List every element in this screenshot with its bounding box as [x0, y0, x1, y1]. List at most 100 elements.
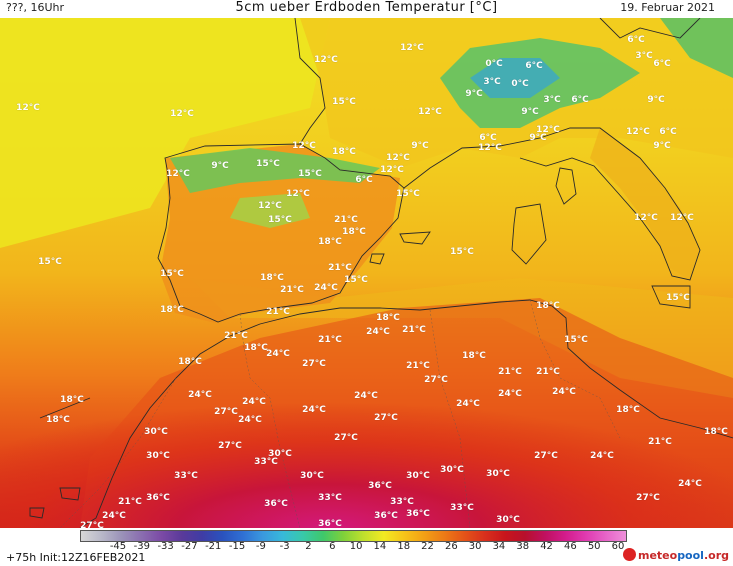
- temperature-label: 30°C: [486, 469, 510, 479]
- temperature-label: 6°C: [525, 61, 543, 71]
- temperature-label: 3°C: [635, 51, 653, 61]
- colorbar-tick-label: 22: [421, 541, 434, 552]
- temperature-label: 33°C: [254, 457, 278, 467]
- colorbar-tick-label: 18: [397, 541, 411, 552]
- temperature-label: 24°C: [314, 283, 338, 293]
- temperature-label: 9°C: [529, 133, 547, 143]
- temperature-label: 0°C: [485, 59, 503, 69]
- temperature-label: 12°C: [634, 213, 658, 223]
- temperature-label: 15°C: [38, 257, 62, 267]
- temperature-label: 33°C: [318, 493, 342, 503]
- temperature-label: 12°C: [258, 201, 282, 211]
- temperature-label: 18°C: [46, 415, 70, 425]
- temperature-label: 27°C: [636, 493, 660, 503]
- temperature-label: 33°C: [174, 471, 198, 481]
- temperature-label: 18°C: [160, 305, 184, 315]
- colorbar-tick-label: 42: [540, 541, 553, 552]
- temperature-label: 18°C: [462, 351, 486, 361]
- temperature-label: 27°C: [374, 413, 398, 423]
- temperature-label: 12°C: [166, 169, 190, 179]
- temperature-label: 24°C: [102, 511, 126, 521]
- meteopool-logo[interactable]: meteopool.org: [622, 548, 729, 562]
- temperature-label: 18°C: [318, 237, 342, 247]
- colorbar-tick-label: 14: [373, 541, 387, 552]
- temperature-label: 15°C: [396, 189, 420, 199]
- temperature-label: 12°C: [626, 127, 650, 137]
- temperature-label: 33°C: [450, 503, 474, 513]
- temperature-label: 33°C: [390, 497, 414, 507]
- colorbar-tick-label: -27: [181, 541, 198, 552]
- temperature-label: 36°C: [374, 511, 398, 521]
- temperature-label: 18°C: [616, 405, 640, 415]
- temperature-label: 12°C: [286, 189, 310, 199]
- temperature-label: 30°C: [496, 515, 520, 525]
- temperature-label: 18°C: [342, 227, 366, 237]
- temperature-label: 24°C: [456, 399, 480, 409]
- temperature-label: 6°C: [479, 133, 497, 143]
- colorbar-tick-label: -9: [255, 541, 266, 552]
- map-title: 5cm ueber Erdboden Temperatur [°C]: [235, 0, 498, 15]
- forecast-day-label: ???, 16Uhr: [6, 1, 65, 14]
- temperature-label: 24°C: [238, 415, 262, 425]
- temperature-label: 21°C: [334, 215, 358, 225]
- temperature-label: 18°C: [60, 395, 84, 405]
- temperature-label: 9°C: [521, 107, 539, 117]
- temperature-label: 21°C: [118, 497, 142, 507]
- colorbar-tick-label: 26: [444, 541, 458, 552]
- temperature-label: 36°C: [318, 519, 342, 528]
- colorbar-tick-label: 34: [492, 541, 506, 552]
- colorbar-tick-label: 50: [587, 541, 601, 552]
- temperature-label: 15°C: [160, 269, 184, 279]
- temperature-label: 36°C: [264, 499, 288, 509]
- temperature-label: 27°C: [334, 433, 358, 443]
- map-background: [0, 18, 733, 528]
- temperature-label: 15°C: [256, 159, 280, 169]
- temperature-label: 21°C: [648, 437, 672, 447]
- init-time: +75h Init:12Z16FEB2021: [6, 551, 146, 564]
- temperature-label: 21°C: [318, 335, 342, 345]
- temperature-label: 12°C: [16, 103, 40, 113]
- temperature-label: 27°C: [80, 521, 104, 528]
- temperature-label: 9°C: [653, 141, 671, 151]
- colorbar-tick-label: 38: [516, 541, 530, 552]
- temperature-label: 12°C: [418, 107, 442, 117]
- temperature-label: 21°C: [328, 263, 352, 273]
- temperature-label: 6°C: [627, 35, 645, 45]
- temperature-label: 9°C: [211, 161, 229, 171]
- colorbar-tick-label: -21: [205, 541, 222, 552]
- temperature-label: 30°C: [440, 465, 464, 475]
- temperature-label: 0°C: [511, 79, 529, 89]
- temperature-label: 3°C: [543, 95, 561, 105]
- temperature-label: 24°C: [188, 390, 212, 400]
- temperature-label: 24°C: [242, 397, 266, 407]
- colorbar-tick-label: -33: [157, 541, 174, 552]
- temperature-label: 24°C: [678, 479, 702, 489]
- temperature-label: 24°C: [302, 405, 326, 415]
- temperature-colorbar: [80, 530, 627, 542]
- colorbar-ticks: -45 -39 -33 -27 -21 -15 -9 -3 2 6 10 14 18 22 26 30 34 38…: [0, 541, 733, 553]
- colorbar-tick-label: 6: [329, 541, 336, 552]
- temperature-label: 27°C: [302, 359, 326, 369]
- temperature-label: 18°C: [260, 273, 284, 283]
- temperature-label: 21°C: [536, 367, 560, 377]
- temperature-label: 12°C: [670, 213, 694, 223]
- temperature-label: 30°C: [300, 471, 324, 481]
- temperature-label: 9°C: [647, 95, 665, 105]
- temperature-label: 24°C: [354, 391, 378, 401]
- temperature-label: 24°C: [552, 387, 576, 397]
- temperature-label: 30°C: [146, 451, 170, 461]
- temperature-label: 12°C: [170, 109, 194, 119]
- temperature-label: 30°C: [406, 471, 430, 481]
- temperature-map: 12°C 6°C 3°C 6°C 12°C 0°C 6°C 0°C 3°C 9°C 3°C 6°C 9°…: [0, 18, 733, 528]
- colorbar-tick-label: 2: [305, 541, 312, 552]
- temperature-label: 21°C: [498, 367, 522, 377]
- colorbar-tick-label: -15: [228, 541, 246, 552]
- temperature-label: 12°C: [314, 55, 338, 65]
- temperature-label: 18°C: [244, 343, 268, 353]
- colorbar-tick-label: 10: [349, 541, 363, 552]
- temperature-label: 15°C: [268, 215, 292, 225]
- temperature-label: 21°C: [224, 331, 248, 341]
- temperature-label: 30°C: [268, 449, 292, 459]
- temperature-label: 15°C: [344, 275, 368, 285]
- temperature-label: 18°C: [376, 313, 400, 323]
